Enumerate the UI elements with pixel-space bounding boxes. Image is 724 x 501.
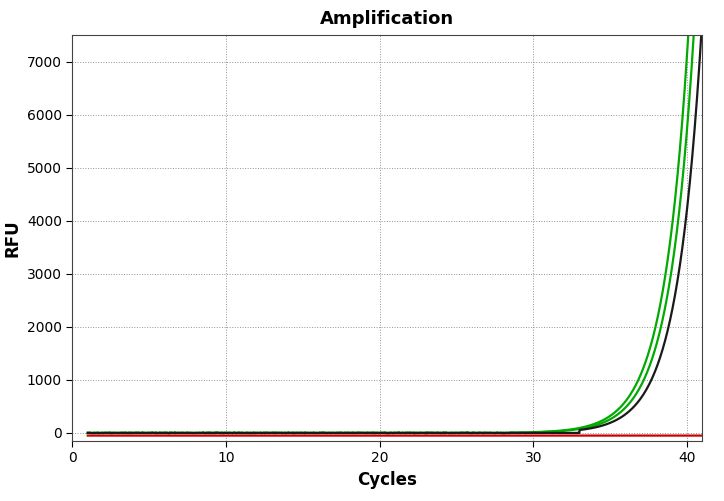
Y-axis label: RFU: RFU [4, 219, 21, 257]
Title: Amplification: Amplification [320, 10, 455, 28]
X-axis label: Cycles: Cycles [358, 471, 417, 489]
